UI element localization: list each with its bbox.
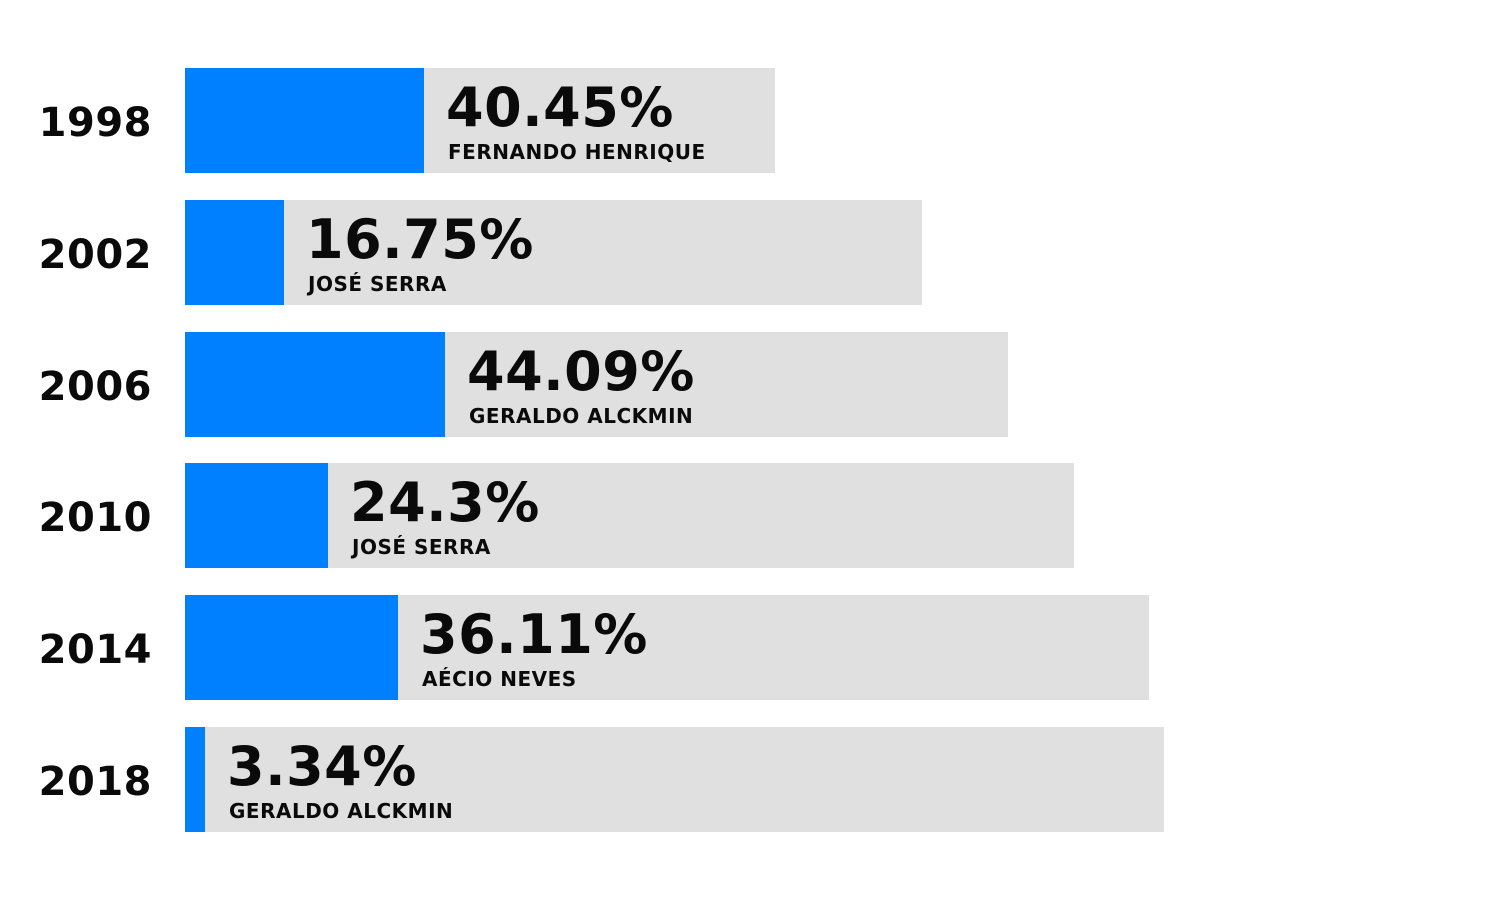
value-label: 16.75% bbox=[306, 208, 534, 271]
candidate-label: JOSÉ SERRA bbox=[352, 535, 491, 559]
value-label: 24.3% bbox=[350, 471, 540, 534]
year-label: 2010 bbox=[38, 494, 152, 541]
candidate-label: GERALDO ALCKMIN bbox=[229, 799, 454, 823]
year-label: 2006 bbox=[38, 363, 152, 410]
candidate-label: FERNANDO HENRIQUE bbox=[448, 140, 706, 164]
year-label: 1998 bbox=[38, 99, 152, 146]
bar bbox=[185, 463, 328, 568]
bar-track: 24.3% JOSÉ SERRA bbox=[185, 463, 1074, 568]
bar-track: 36.11% AÉCIO NEVES bbox=[185, 595, 1149, 700]
bar bbox=[185, 68, 424, 173]
year-label: 2014 bbox=[38, 626, 152, 673]
bar bbox=[185, 727, 205, 832]
candidate-label: JOSÉ SERRA bbox=[308, 272, 447, 296]
value-label: 3.34% bbox=[227, 735, 417, 798]
value-label: 40.45% bbox=[446, 76, 674, 139]
bar-track: 16.75% JOSÉ SERRA bbox=[185, 200, 922, 305]
bar-track: 44.09% GERALDO ALCKMIN bbox=[185, 332, 1008, 437]
year-label: 2002 bbox=[38, 231, 152, 278]
value-label: 36.11% bbox=[420, 603, 648, 666]
bar-track: 40.45% FERNANDO HENRIQUE bbox=[185, 68, 775, 173]
bar bbox=[185, 200, 284, 305]
bar bbox=[185, 595, 398, 700]
candidate-label: GERALDO ALCKMIN bbox=[469, 404, 694, 428]
year-label: 2018 bbox=[38, 758, 152, 805]
bar-track: 3.34% GERALDO ALCKMIN bbox=[185, 727, 1164, 832]
value-label: 44.09% bbox=[467, 340, 695, 403]
candidate-label: AÉCIO NEVES bbox=[422, 667, 577, 691]
bar bbox=[185, 332, 445, 437]
